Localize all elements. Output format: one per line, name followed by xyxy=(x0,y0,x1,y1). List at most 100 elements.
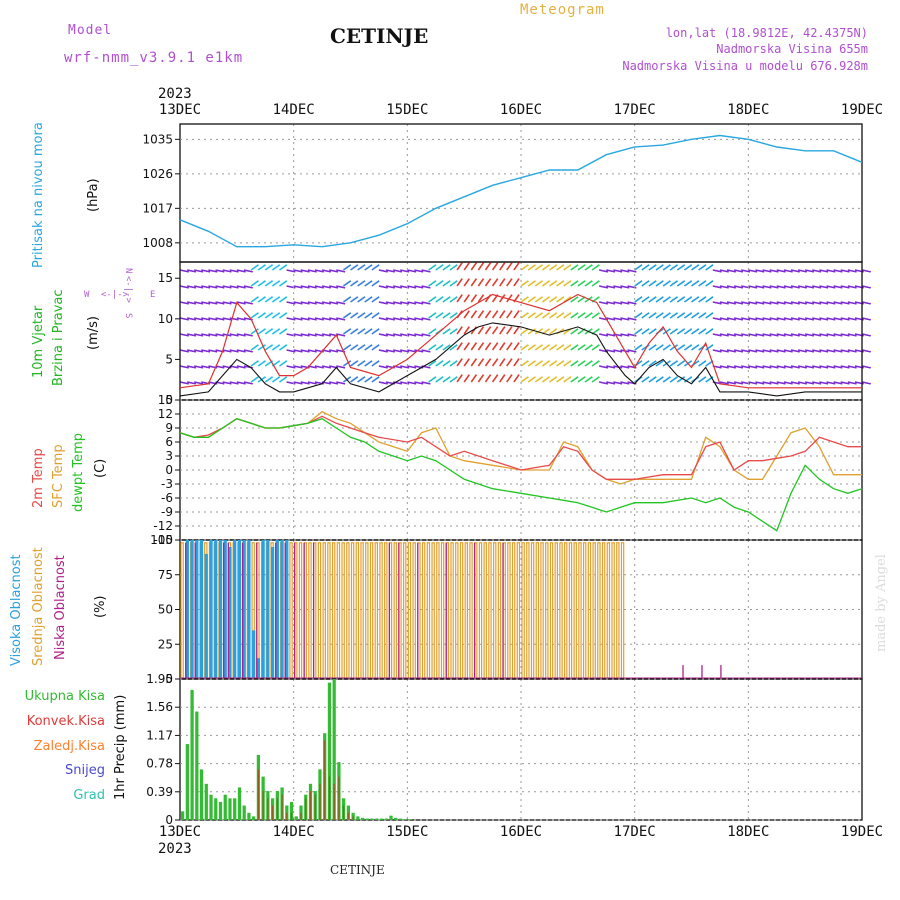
wind-barb xyxy=(428,344,437,351)
wind-barb xyxy=(719,269,729,273)
time-label-bottom: 19DEC xyxy=(841,824,883,840)
wind-barb xyxy=(805,269,815,273)
high-cloud-bar xyxy=(237,540,242,679)
wind-barb xyxy=(250,344,259,351)
wind-barb xyxy=(698,376,707,383)
wind-barb xyxy=(584,312,593,319)
wind-barb xyxy=(307,301,317,305)
wind-barb xyxy=(264,280,274,287)
wind-barb xyxy=(329,285,339,289)
temp-ylabels: 2m Temp SFC Temp dewpt Temp (C) xyxy=(31,433,108,512)
wind-barb xyxy=(271,280,281,287)
precip-total-bar xyxy=(375,818,379,820)
wind-barb xyxy=(293,269,303,273)
wind-barb xyxy=(435,264,444,271)
wind-barb xyxy=(307,333,317,337)
wind-barb xyxy=(598,301,609,305)
mid-cloud-bar xyxy=(526,542,530,680)
compass-s: S xyxy=(123,313,133,318)
wind-barb xyxy=(861,381,871,385)
high-cloud-bar xyxy=(280,540,284,679)
wind-barb xyxy=(293,285,303,289)
temp-ytick-label: 6 xyxy=(165,435,173,449)
wind-barb xyxy=(591,376,600,383)
wind-barb xyxy=(726,333,736,337)
mid-cloud-bar xyxy=(497,542,502,680)
wind-barb xyxy=(634,312,643,319)
wind-barb xyxy=(250,376,259,383)
wind-barb xyxy=(229,349,239,353)
mid-cloud-bar xyxy=(341,542,345,680)
precip-legend-total: Ukupna Kisa xyxy=(25,689,105,704)
wind-barb xyxy=(812,349,822,353)
mid-cloud-bar xyxy=(308,542,312,680)
mid-cloud-bar xyxy=(436,542,440,680)
wind-barb xyxy=(215,317,225,321)
wind-barb xyxy=(570,312,579,319)
wind-barb xyxy=(449,280,458,287)
mid-cloud-bar xyxy=(549,542,554,680)
wind-barb xyxy=(669,360,679,367)
wind-barb xyxy=(506,326,513,335)
precip-convective-bar xyxy=(338,776,340,820)
wind-barb xyxy=(655,360,664,367)
wind-barb xyxy=(385,349,395,353)
wind-barb xyxy=(392,269,403,273)
wind-barb xyxy=(797,317,808,321)
wind-barb xyxy=(484,342,492,351)
year-top: 2023 xyxy=(158,86,192,102)
wind-barb xyxy=(215,365,225,369)
wind-barb xyxy=(819,349,829,353)
wind-barb xyxy=(364,344,373,351)
time-label-top: 18DEC xyxy=(727,102,769,118)
wind-barb xyxy=(833,317,843,321)
wind-barb xyxy=(783,349,793,353)
wind-barb xyxy=(342,328,352,335)
wind-barb xyxy=(357,264,366,271)
wind-barb xyxy=(783,381,793,385)
wind-barb xyxy=(790,365,800,369)
high-cloud-bar xyxy=(252,630,256,679)
temp-ytick-label: 12 xyxy=(158,407,173,421)
wind-barb xyxy=(442,312,451,319)
wind-barb xyxy=(435,360,444,367)
time-label-top: 19DEC xyxy=(841,102,883,118)
mid-cloud-bar xyxy=(511,542,516,680)
wind-barb xyxy=(286,301,296,305)
wind-barb xyxy=(477,326,485,335)
precip-total-bar xyxy=(252,816,256,820)
wind-barb xyxy=(428,328,437,335)
wind-barb xyxy=(669,376,679,383)
wind-barb xyxy=(847,333,857,337)
wind-barb xyxy=(491,278,499,287)
compass-v-arrows: <-|-> xyxy=(123,276,133,304)
wind-barb xyxy=(470,310,478,319)
wind-barb xyxy=(513,358,520,367)
wind-barb xyxy=(683,328,693,335)
wind-barb xyxy=(463,294,470,303)
wind-barb xyxy=(762,333,772,337)
wind-barb xyxy=(300,317,310,321)
wind-barb xyxy=(840,301,850,305)
wind-barb xyxy=(350,344,359,351)
wind-barb xyxy=(456,358,463,367)
wind-barb xyxy=(783,269,793,273)
wind-barb xyxy=(307,381,317,385)
wind-barb xyxy=(634,328,643,335)
wind-barb xyxy=(350,280,359,287)
wind-barb xyxy=(648,312,657,319)
high-cloud-bar xyxy=(204,553,208,679)
wind-barb xyxy=(641,328,650,335)
wind-barb xyxy=(314,333,324,337)
wind-barb xyxy=(683,264,693,271)
time-label-bottom: 18DEC xyxy=(727,824,769,840)
wind-barb xyxy=(414,381,424,385)
altitude-label: Nadmorska Visina 655m xyxy=(716,42,868,56)
wind-barb xyxy=(584,360,593,367)
pressure-line xyxy=(179,134,863,248)
wind-barb xyxy=(484,358,492,367)
wind-barb xyxy=(470,374,478,383)
wind-barb xyxy=(641,360,650,367)
wind-barb xyxy=(314,285,324,289)
